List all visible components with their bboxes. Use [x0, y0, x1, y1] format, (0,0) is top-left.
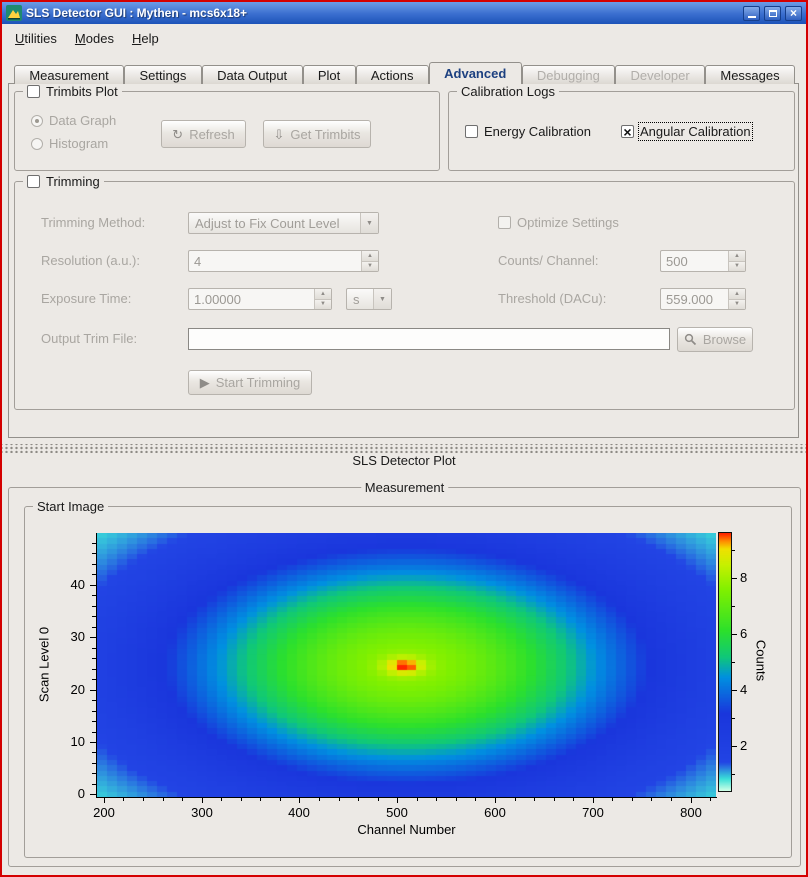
x-axis-title: Channel Number	[357, 822, 456, 837]
data-graph-label: Data Graph	[49, 113, 117, 128]
trimbits-plot-checkbox[interactable]: Trimbits Plot	[27, 84, 118, 99]
optimize-settings-checkbox-box	[498, 216, 511, 229]
data-graph-radio-circle	[31, 114, 43, 127]
magnifier-icon	[684, 333, 696, 346]
angular-calibration-checkbox-box: ×	[621, 125, 634, 139]
play-icon: ▶	[199, 375, 210, 390]
splitter-handle[interactable]	[2, 444, 806, 453]
threshold-spinbox: 559.000 ▲ ▼	[660, 288, 746, 310]
trimming-method-value: Adjust to Fix Count Level	[195, 215, 340, 231]
tab-debugging: Debugging	[521, 65, 616, 84]
optimize-settings-label: Optimize Settings	[517, 215, 619, 230]
spin-up-icon: ▲	[315, 289, 331, 299]
trimming-checkbox[interactable]: Trimming	[27, 174, 100, 189]
threshold-label: Threshold (DACu):	[498, 291, 607, 306]
output-trim-file-input	[188, 328, 670, 350]
trimbits-plot-checkbox-box	[27, 85, 40, 98]
close-icon: ×	[789, 6, 797, 20]
trimbits-plot-group: Trimbits Plot Data Graph Histogram ↻ Ref…	[14, 83, 440, 171]
tab-developer: Developer	[615, 65, 706, 84]
spin-down-icon: ▼	[729, 260, 745, 271]
trimming-method-combo: Adjust to Fix Count Level ▼	[188, 212, 379, 234]
data-graph-radio: Data Graph	[31, 113, 116, 128]
spin-down-icon: ▼	[315, 298, 331, 309]
title-bar: SLS Detector GUI : Mythen - mcs6x18+ ×	[2, 2, 806, 24]
angular-calibration-checkbox[interactable]: × Angular Calibration	[621, 122, 753, 141]
get-trimbits-button: ⇩ Get Trimbits	[263, 120, 371, 148]
tab-actions[interactable]: Actions	[355, 65, 429, 84]
colorbar	[718, 532, 732, 792]
menu-help[interactable]: Help	[131, 30, 159, 46]
exposure-unit-combo: s ▼	[346, 288, 392, 310]
resolution-label: Resolution (a.u.):	[41, 253, 140, 268]
browse-label: Browse	[702, 332, 747, 347]
histogram-radio: Histogram	[31, 136, 108, 151]
energy-calibration-label: Energy Calibration	[484, 124, 591, 139]
exposure-time-spinbox: 1.00000 ▲ ▼	[188, 288, 332, 310]
refresh-label: Refresh	[189, 126, 235, 142]
exposure-time-value: 1.00000	[194, 291, 241, 307]
histogram-label: Histogram	[49, 136, 109, 151]
get-trimbits-icon: ⇩	[273, 126, 285, 142]
measurement-group: Measurement	[8, 479, 801, 867]
counts-channel-spinbox: 500 ▲ ▼	[660, 250, 746, 272]
browse-button: Browse	[677, 327, 753, 352]
heatmap-canvas[interactable]	[97, 533, 716, 797]
close-button[interactable]: ×	[785, 5, 802, 21]
spin-down-icon: ▼	[729, 298, 745, 309]
spin-up-icon: ▲	[362, 251, 378, 261]
menu-utilities[interactable]: Utilities	[15, 30, 57, 46]
menu-modes[interactable]: Modes	[74, 30, 114, 46]
chevron-down-icon: ▼	[373, 289, 391, 309]
tab-messages[interactable]: Messages	[705, 65, 795, 84]
spin-up-icon: ▲	[729, 289, 745, 299]
tab-settings[interactable]: Settings	[124, 65, 202, 84]
trimming-method-label: Trimming Method:	[41, 215, 146, 230]
start-image-title: Start Image	[37, 499, 105, 514]
app-icon	[6, 5, 22, 21]
get-trimbits-label: Get Trimbits	[290, 126, 361, 142]
spin-down-icon: ▼	[362, 260, 378, 271]
counts-channel-label: Counts/ Channel:	[498, 253, 599, 268]
start-trimming-button: ▶ Start Trimming	[188, 370, 312, 395]
exposure-time-label: Exposure Time:	[41, 291, 132, 306]
exposure-unit-value: s	[353, 291, 360, 307]
trimming-title: Trimming	[46, 174, 100, 189]
start-image-group: Start Image	[24, 498, 792, 858]
output-trim-file-label: Output Trim File:	[41, 331, 138, 346]
spin-up-icon: ▲	[729, 251, 745, 261]
threshold-value: 559.000	[666, 291, 713, 307]
trimbits-plot-title: Trimbits Plot	[46, 84, 118, 99]
tab-measurement[interactable]: Measurement	[14, 65, 125, 84]
energy-calibration-checkbox-box	[465, 125, 478, 138]
minimize-icon	[747, 15, 756, 18]
maximize-icon	[768, 9, 777, 17]
energy-calibration-checkbox[interactable]: Energy Calibration	[465, 124, 591, 139]
optimize-settings-checkbox: Optimize Settings	[498, 215, 619, 230]
plot-panel-title: SLS Detector Plot	[352, 453, 456, 468]
start-trimming-label: Start Trimming	[215, 375, 301, 390]
tab-data-output[interactable]: Data Output	[201, 65, 303, 84]
histogram-radio-circle	[31, 137, 43, 150]
window-title: SLS Detector GUI : Mythen - mcs6x18+	[26, 6, 248, 20]
resolution-spinbox: 4 ▲ ▼	[188, 250, 379, 272]
calibration-logs-title: Calibration Logs	[461, 84, 555, 99]
maximize-button[interactable]	[764, 5, 781, 21]
trimming-checkbox-box	[27, 175, 40, 188]
resolution-value: 4	[194, 253, 202, 269]
refresh-icon: ↻	[172, 126, 184, 142]
minimize-button[interactable]	[743, 5, 760, 21]
chevron-down-icon: ▼	[360, 213, 378, 233]
angular-calibration-label: Angular Calibration	[638, 122, 753, 141]
refresh-button: ↻ Refresh	[161, 120, 246, 148]
tab-plot[interactable]: Plot	[302, 65, 356, 84]
menubar: Utilities Modes Help	[2, 24, 806, 52]
tab-bar: Measurement Settings Data Output Plot Action…	[14, 62, 795, 84]
calibration-logs-group: Calibration Logs Energy Calibration × An…	[448, 83, 795, 171]
tab-advanced[interactable]: Advanced	[428, 62, 522, 84]
trimming-group: Trimming Trimming Method: Adjust to Fix …	[14, 173, 795, 410]
counts-channel-value: 500	[666, 253, 688, 269]
measurement-title: Measurement	[364, 480, 445, 495]
